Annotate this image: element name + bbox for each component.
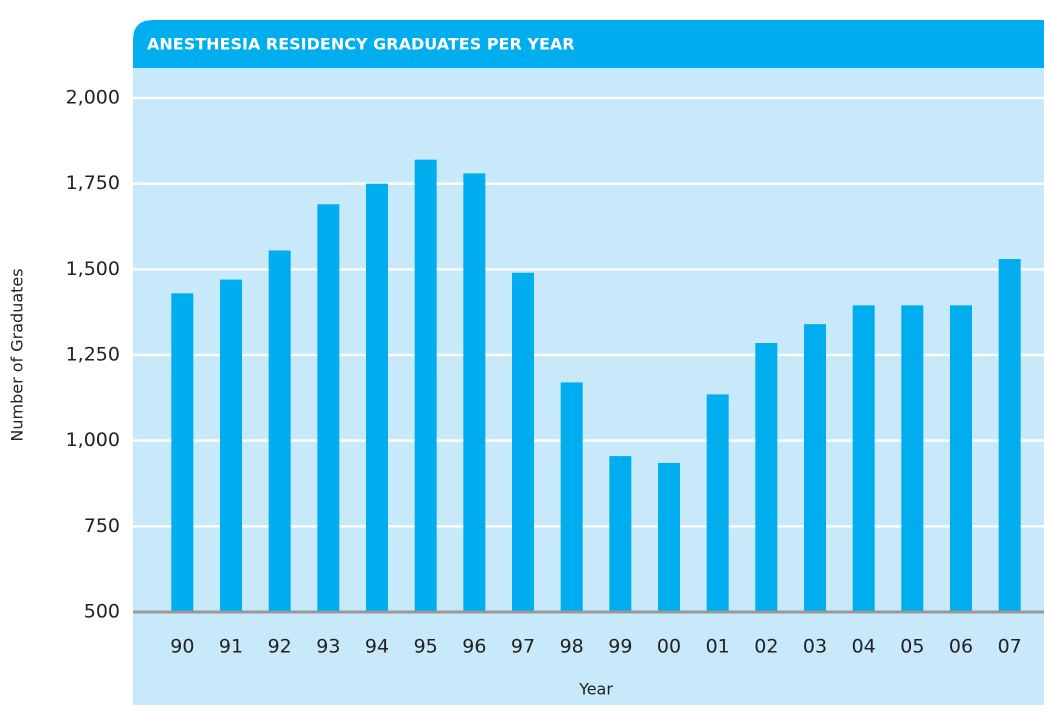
bar bbox=[171, 293, 194, 612]
bar bbox=[366, 183, 388, 612]
x-tick-label: 06 bbox=[949, 636, 973, 658]
bar bbox=[609, 456, 632, 612]
y-tick-label: 1,000 bbox=[66, 429, 120, 451]
x-tick-label: 05 bbox=[900, 636, 924, 658]
y-tick-label: 1,750 bbox=[66, 172, 120, 194]
x-tick-label: 91 bbox=[219, 636, 243, 658]
x-tick-label: 03 bbox=[803, 636, 827, 658]
y-tick-label: 750 bbox=[84, 515, 120, 537]
bar bbox=[268, 250, 291, 612]
title-bar bbox=[133, 20, 1044, 68]
y-tick-label: 1,500 bbox=[66, 258, 120, 280]
x-tick-label: 93 bbox=[316, 636, 340, 658]
x-tick-label: 94 bbox=[365, 636, 389, 658]
x-tick-label: 97 bbox=[511, 636, 535, 658]
bar bbox=[852, 305, 875, 612]
x-tick-label: 92 bbox=[268, 636, 292, 658]
bar bbox=[755, 343, 778, 612]
bar bbox=[560, 382, 583, 612]
x-tick-label: 00 bbox=[657, 636, 681, 658]
bar bbox=[463, 173, 486, 613]
x-tick-label: 96 bbox=[462, 636, 486, 658]
y-tick-label: 2,000 bbox=[66, 87, 120, 109]
bar bbox=[950, 305, 972, 612]
bar bbox=[804, 324, 826, 612]
x-tick-label: 90 bbox=[170, 636, 194, 658]
bar bbox=[901, 305, 924, 612]
bar bbox=[220, 279, 242, 612]
bar bbox=[658, 462, 680, 612]
x-tick-label: 99 bbox=[608, 636, 632, 658]
bar bbox=[706, 394, 729, 612]
y-tick-label: 1,250 bbox=[66, 344, 120, 366]
x-tick-label: 01 bbox=[706, 636, 730, 658]
chart-title: ANESTHESIA RESIDENCY GRADUATES PER YEAR bbox=[147, 35, 575, 54]
bar bbox=[317, 204, 340, 612]
bar bbox=[512, 272, 534, 612]
x-tick-label: 95 bbox=[414, 636, 438, 658]
x-tick-label: 07 bbox=[998, 636, 1022, 658]
y-tick-label: 500 bbox=[84, 601, 120, 623]
y-axis-label: Number of Graduates bbox=[8, 268, 27, 441]
x-tick-label: 02 bbox=[754, 636, 778, 658]
x-tick-label: 98 bbox=[560, 636, 584, 658]
bar bbox=[998, 259, 1021, 612]
bar bbox=[414, 159, 437, 612]
x-axis-label: Year bbox=[578, 680, 613, 699]
x-tick-label: 04 bbox=[852, 636, 876, 658]
